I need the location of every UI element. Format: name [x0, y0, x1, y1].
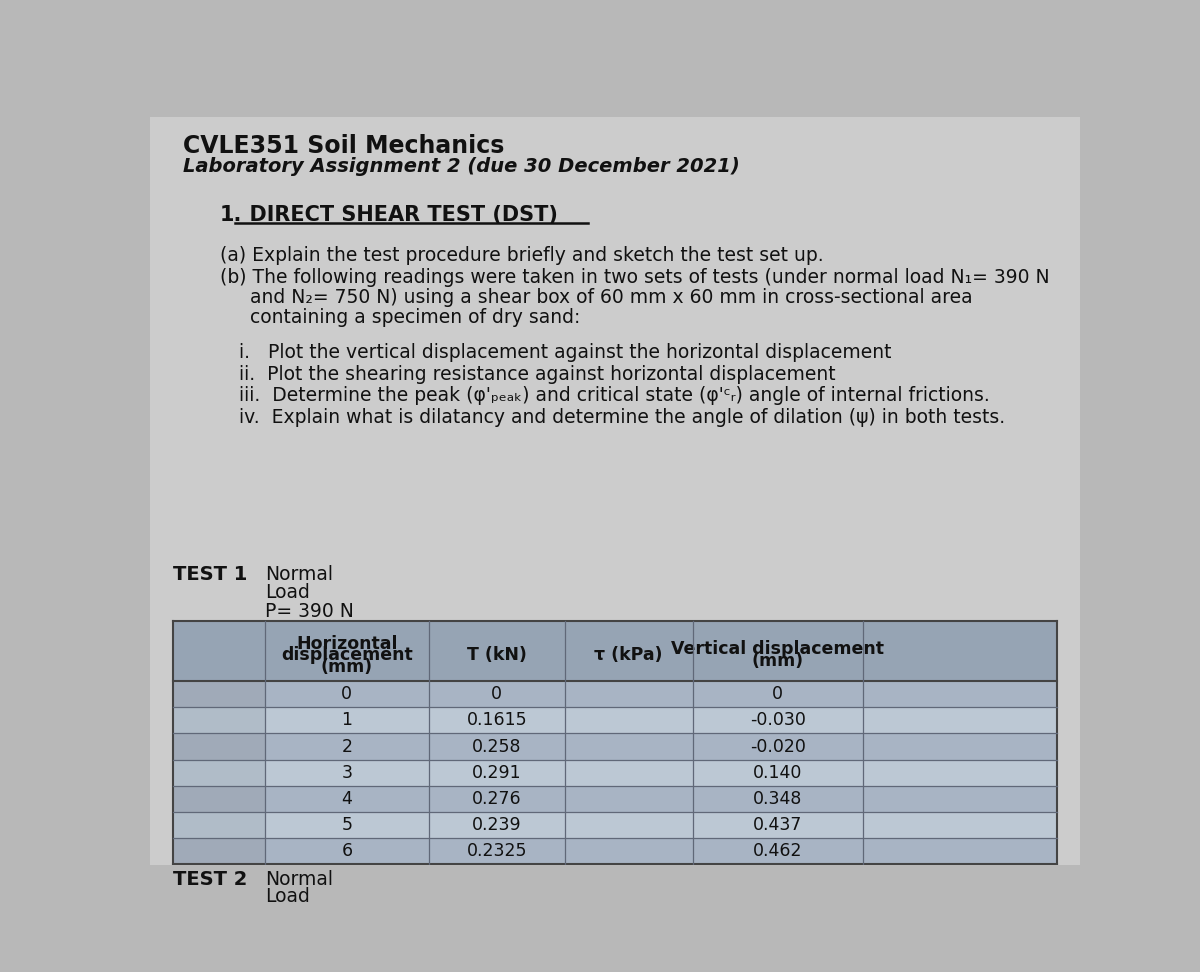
Bar: [265, 708, 1057, 734]
Text: (a) Explain the test procedure briefly and sketch the test set up.: (a) Explain the test procedure briefly a…: [220, 246, 823, 265]
Text: (b) The following readings were taken in two sets of tests (under normal load N₁: (b) The following readings were taken in…: [220, 267, 1049, 287]
Text: (mm): (mm): [320, 658, 373, 676]
Text: Load: Load: [265, 583, 310, 603]
Text: CVLE351 Soil Mechanics: CVLE351 Soil Mechanics: [182, 133, 504, 157]
Text: Normal: Normal: [265, 565, 332, 584]
Text: iii.  Determine the peak (φ'ₚₑₐₖ) and critical state (φ'ᶜᵣ) angle of internal fr: iii. Determine the peak (φ'ₚₑₐₖ) and cri…: [239, 386, 990, 405]
Text: ii.  Plot the shearing resistance against horizontal displacement: ii. Plot the shearing resistance against…: [239, 364, 835, 384]
Text: Load: Load: [265, 887, 310, 907]
Text: DIRECT SHEAR TEST (DST): DIRECT SHEAR TEST (DST): [235, 205, 558, 226]
Text: T (kN): T (kN): [467, 645, 527, 664]
Text: TEST 1: TEST 1: [173, 565, 247, 584]
Text: and N₂= 750 N) using a shear box of 60 mm x 60 mm in cross-sectional area: and N₂= 750 N) using a shear box of 60 m…: [220, 288, 972, 306]
Bar: [173, 759, 265, 785]
Text: 0.291: 0.291: [472, 764, 522, 781]
Bar: [265, 838, 1057, 864]
Text: 0: 0: [773, 685, 784, 703]
Bar: [265, 759, 1057, 785]
Text: 0.239: 0.239: [472, 816, 522, 834]
Text: 3: 3: [341, 764, 353, 781]
Text: Normal: Normal: [265, 871, 332, 889]
Text: 0.258: 0.258: [472, 738, 522, 755]
Text: τ (kPa): τ (kPa): [594, 645, 662, 664]
Bar: [173, 838, 265, 864]
Text: 0.1615: 0.1615: [467, 712, 527, 729]
Text: containing a specimen of dry sand:: containing a specimen of dry sand:: [220, 307, 580, 327]
Text: iv.  Explain what is dilatancy and determine the angle of dilation (ψ) in both t: iv. Explain what is dilatancy and determ…: [239, 407, 1006, 427]
Text: 1: 1: [341, 712, 353, 729]
Text: 0.437: 0.437: [754, 816, 803, 834]
Text: TEST 2: TEST 2: [173, 871, 247, 889]
Text: P= 390 N: P= 390 N: [265, 602, 354, 621]
Bar: [173, 621, 265, 681]
Text: 0.462: 0.462: [754, 842, 803, 860]
Bar: [173, 681, 265, 708]
Bar: [265, 621, 1057, 681]
Text: Horizontal: Horizontal: [296, 635, 397, 653]
Bar: [173, 812, 265, 838]
Text: 2: 2: [341, 738, 353, 755]
Text: (mm): (mm): [751, 652, 804, 670]
Text: 6: 6: [341, 842, 353, 860]
Bar: [265, 734, 1057, 759]
Text: -0.020: -0.020: [750, 738, 805, 755]
Bar: [265, 812, 1057, 838]
Bar: [173, 734, 265, 759]
Bar: [265, 785, 1057, 812]
Text: 0: 0: [341, 685, 353, 703]
Text: 1.: 1.: [220, 205, 242, 226]
Text: Laboratory Assignment 2 (due 30 December 2021): Laboratory Assignment 2 (due 30 December…: [182, 156, 739, 176]
Text: 4: 4: [342, 790, 353, 808]
Text: displacement: displacement: [281, 646, 413, 665]
Text: -0.030: -0.030: [750, 712, 805, 729]
Text: 0: 0: [491, 685, 503, 703]
Text: 0.348: 0.348: [754, 790, 803, 808]
Text: 0.276: 0.276: [472, 790, 522, 808]
Text: i.   Plot the vertical displacement against the horizontal displacement: i. Plot the vertical displacement agains…: [239, 343, 892, 362]
Text: 5: 5: [341, 816, 353, 834]
Bar: [173, 785, 265, 812]
Text: 0.2325: 0.2325: [467, 842, 527, 860]
Bar: [265, 681, 1057, 708]
Text: Vertical displacement: Vertical displacement: [671, 641, 884, 658]
Text: 0.140: 0.140: [754, 764, 803, 781]
Bar: [173, 708, 265, 734]
